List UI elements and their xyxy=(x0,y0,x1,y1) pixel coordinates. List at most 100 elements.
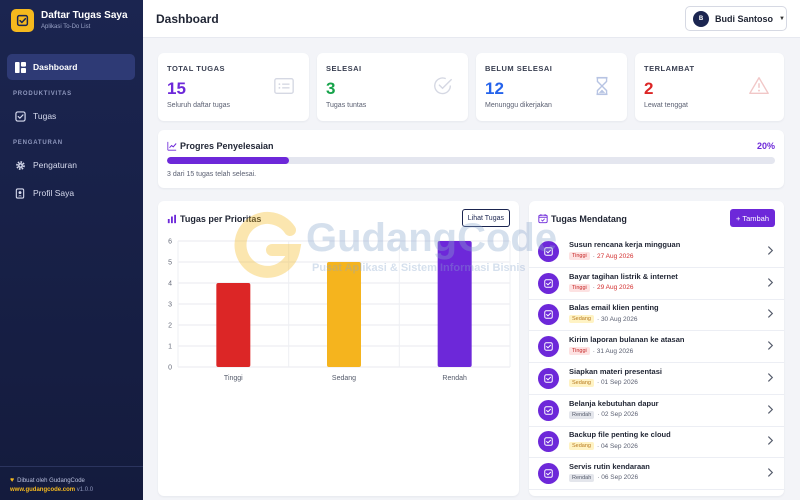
upcoming-card: Tugas Mendatang + Tambah Susun rencana k… xyxy=(529,201,784,496)
stat-label: BELUM SELESAI xyxy=(485,64,553,73)
task-meta: Tinggi · 27 Aug 2026 xyxy=(569,252,633,260)
stat-value: 3 xyxy=(326,79,336,98)
task-date: · 04 Sep 2026 xyxy=(596,442,638,450)
task-check-icon[interactable] xyxy=(538,304,559,326)
task-item[interactable]: Belanja kebutuhan dapur Rendah · 02 Sep 20… xyxy=(529,395,784,427)
chevron-right-icon xyxy=(768,373,774,382)
date-separator: · xyxy=(592,252,595,260)
priority-badge: Sedang xyxy=(569,378,594,387)
sidebar-item-dashboard[interactable]: Dashboard xyxy=(7,54,135,80)
sidebar-item-pengaturan[interactable]: Pengaturan xyxy=(7,152,135,178)
task-date: · 30 Aug 2026 xyxy=(596,315,638,323)
hourglass-icon xyxy=(596,76,608,96)
stat-card-selesai: SELESAI 3 Tugas tuntas xyxy=(317,53,468,121)
task-check-icon[interactable] xyxy=(538,462,559,484)
app-title: Daftar Tugas Saya xyxy=(41,10,128,21)
bar-tinggi[interactable] xyxy=(216,283,251,367)
sidebar-item-label: Dashboard xyxy=(33,62,78,72)
gear-icon xyxy=(14,159,26,171)
user-menu-button[interactable]: B Budi Santoso ▼ xyxy=(685,6,787,31)
x-tick-label: Tinggi xyxy=(224,375,243,382)
sidebar: Daftar Tugas Saya Aplikasi To-Do List Da… xyxy=(0,0,143,500)
add-task-button[interactable]: + Tambah xyxy=(729,209,775,227)
sidebar-item-tugas[interactable]: Tugas xyxy=(7,103,135,129)
y-tick-label: 5 xyxy=(168,260,172,267)
progress-note: 3 dari 15 tugas telah selesai. xyxy=(167,171,257,178)
brand[interactable]: Daftar Tugas Saya Aplikasi To-Do List xyxy=(11,9,128,32)
chevron-right-icon xyxy=(768,468,774,477)
y-tick-label: 3 xyxy=(168,302,172,309)
sidebar-divider xyxy=(0,466,143,467)
stat-value: 15 xyxy=(167,79,186,98)
chart-title: Tugas per Prioritas xyxy=(180,214,262,224)
task-item[interactable]: Susun rencana kerja mingguan Tinggi · 27 Au… xyxy=(529,236,784,268)
priority-badge: Rendah xyxy=(569,473,595,482)
task-title: Belanja kebutuhan dapur xyxy=(569,398,659,408)
task-check-icon[interactable] xyxy=(538,367,559,389)
chart-card: Tugas per Prioritas Lihat Tugas 0 1 2 3 4 5 6 T… xyxy=(158,201,519,496)
y-tick-label: 4 xyxy=(168,281,172,288)
bar-sedang[interactable] xyxy=(327,262,361,367)
task-check-icon[interactable] xyxy=(538,336,559,358)
site-link[interactable]: www.gudangcode.com xyxy=(10,487,76,493)
stat-card-belum: BELUM SELESAI 12 Menunggu dikerjakan xyxy=(476,53,627,121)
task-meta: Sedang · 04 Sep 2026 xyxy=(569,442,638,451)
date-separator: · xyxy=(592,284,595,292)
sidebar-item-label: Pengaturan xyxy=(33,160,77,170)
y-tick-label: 2 xyxy=(168,323,172,330)
chevron-down-icon: ▼ xyxy=(779,15,785,22)
task-check-icon[interactable] xyxy=(538,272,559,294)
stat-label: TOTAL TUGAS xyxy=(167,64,225,73)
task-date: · 02 Sep 2026 xyxy=(597,411,639,418)
sidebar-item-profil[interactable]: Profil Saya xyxy=(7,180,135,206)
progress-bar xyxy=(167,157,775,164)
view-tasks-button[interactable]: Lihat Tugas xyxy=(461,209,510,227)
y-tick-label: 0 xyxy=(168,365,172,372)
task-check-icon[interactable] xyxy=(538,431,559,453)
priority-badge: Rendah xyxy=(569,410,595,419)
sidebar-item-label: Tugas xyxy=(33,111,57,121)
priority-badge: Sedang xyxy=(569,442,594,451)
chevron-right-icon xyxy=(768,278,774,287)
x-tick-label: Rendah xyxy=(442,375,467,382)
avatar: B xyxy=(693,10,709,27)
top-header: Dashboard B Budi Santoso ▼ xyxy=(143,0,800,38)
stat-desc: Menunggu dikerjakan xyxy=(485,102,552,109)
task-meta: Tinggi · 31 Aug 2026 xyxy=(569,347,634,356)
task-item[interactable]: Kirim laporan bulanan ke atasan Tinggi · 3… xyxy=(529,331,784,364)
task-meta: Tinggi · 29 Aug 2026 xyxy=(569,283,634,292)
stat-value: 2 xyxy=(644,79,654,98)
page-title: Dashboard xyxy=(156,12,219,26)
warning-icon xyxy=(749,77,769,95)
task-date: 29 Aug 2026 xyxy=(596,284,634,292)
progress-fill xyxy=(167,157,289,164)
task-title: Siapkan materi presentasi xyxy=(569,366,662,376)
task-item[interactable]: Bayar tagihan listrik & internet Tinggi · 2… xyxy=(529,268,784,300)
task-check-icon[interactable] xyxy=(538,241,559,262)
task-check-icon[interactable] xyxy=(538,399,559,421)
bar-rendah[interactable] xyxy=(437,241,472,367)
task-date: · 31 Aug 2026 xyxy=(592,347,634,355)
stat-value: 12 xyxy=(485,79,504,98)
priority-badge: Sedang xyxy=(569,315,594,324)
chevron-right-icon xyxy=(768,404,774,414)
task-item[interactable]: Balas email klien penting Sedang · 30 Aug … xyxy=(529,299,784,332)
task-date: · 06 Sep 2026 xyxy=(597,474,639,482)
calendar-check-icon xyxy=(538,214,548,224)
priority-bar-chart: 0 1 2 3 4 5 6 Tinggi Sedang Rendah xyxy=(168,239,511,382)
id-badge-icon xyxy=(14,187,26,199)
task-title: Susun rencana kerja mingguan xyxy=(569,240,681,249)
task-item[interactable]: Siapkan materi presentasi Sedang · 01 Sep … xyxy=(529,363,784,395)
task-title: Balas email klien penting xyxy=(569,303,659,313)
x-tick-label: Sedang xyxy=(332,375,356,382)
task-title: Backup file penting ke cloud xyxy=(569,430,671,440)
task-meta: Rendah · 06 Sep 2026 xyxy=(569,473,639,482)
list-icon xyxy=(274,77,294,95)
task-meta: Sedang · 01 Sep 2026 xyxy=(569,378,638,387)
task-item[interactable]: Backup file penting ke cloud Sedang · 04 S… xyxy=(529,426,784,459)
stat-desc: Seluruh daftar tugas xyxy=(167,102,231,109)
stat-label: TERLAMBAT xyxy=(644,64,695,73)
check-circle-icon xyxy=(434,77,452,95)
section-label-settings: PENGATURAN xyxy=(13,140,63,146)
task-item[interactable]: Servis rutin kendaraan Rendah · 06 Sep 202… xyxy=(529,458,784,490)
